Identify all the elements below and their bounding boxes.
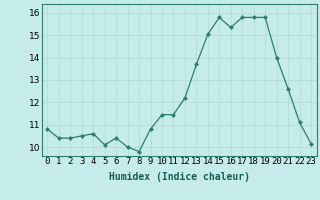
X-axis label: Humidex (Indice chaleur): Humidex (Indice chaleur) — [109, 172, 250, 182]
